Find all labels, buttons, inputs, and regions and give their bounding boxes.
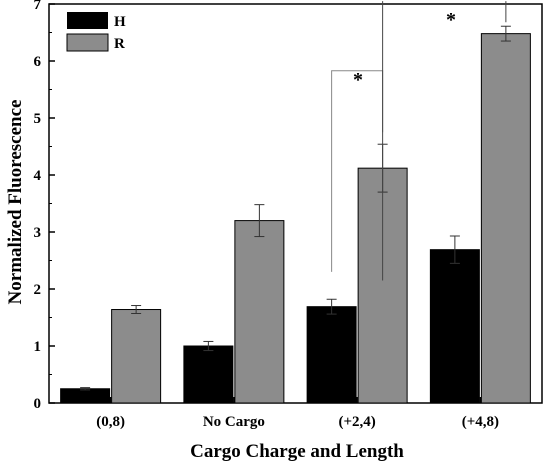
bar-h-3: [429, 249, 480, 404]
significance-star-2: *: [446, 9, 456, 31]
y-tick-label: 6: [34, 54, 42, 70]
bars-group: [60, 33, 531, 404]
legend-label-r: R: [114, 36, 125, 52]
x-tick-label: No Cargo: [203, 414, 265, 430]
significance-group: [331, 1, 507, 281]
y-axis: 0 1 2 3 4 5 6 7: [34, 0, 55, 412]
x-tick-label: (+4,8): [462, 414, 499, 430]
x-axis-title: Cargo Charge and Length: [190, 441, 404, 462]
legend-label-h: H: [114, 14, 126, 30]
y-tick-label: 7: [34, 0, 42, 13]
y-tick-label: 4: [34, 168, 42, 184]
y-axis-title: Normalized Fluorescence: [5, 100, 26, 305]
bar-r-1: [234, 220, 285, 404]
x-tick-label: (+2,4): [338, 414, 375, 430]
significance-star-1: *: [353, 69, 363, 91]
legend: H R: [66, 12, 126, 52]
bar-h-0: [60, 388, 111, 404]
legend-swatch-h: [67, 12, 108, 29]
bar-h-2: [306, 306, 357, 404]
y-tick-label: 3: [34, 225, 42, 241]
y-tick-label: 1: [34, 339, 42, 355]
y-tick-label: 5: [34, 111, 42, 127]
legend-swatch-r: [66, 33, 109, 52]
y-tick-label: 2: [34, 282, 42, 298]
bar-r-3: [480, 33, 531, 404]
x-axis: (0,8) No Cargo (+2,4) (+4,8): [96, 397, 499, 430]
bar-h-1: [183, 345, 234, 404]
bar-r-0: [111, 309, 162, 404]
y-tick-label: 0: [34, 396, 42, 412]
x-tick-label: (0,8): [96, 414, 125, 430]
